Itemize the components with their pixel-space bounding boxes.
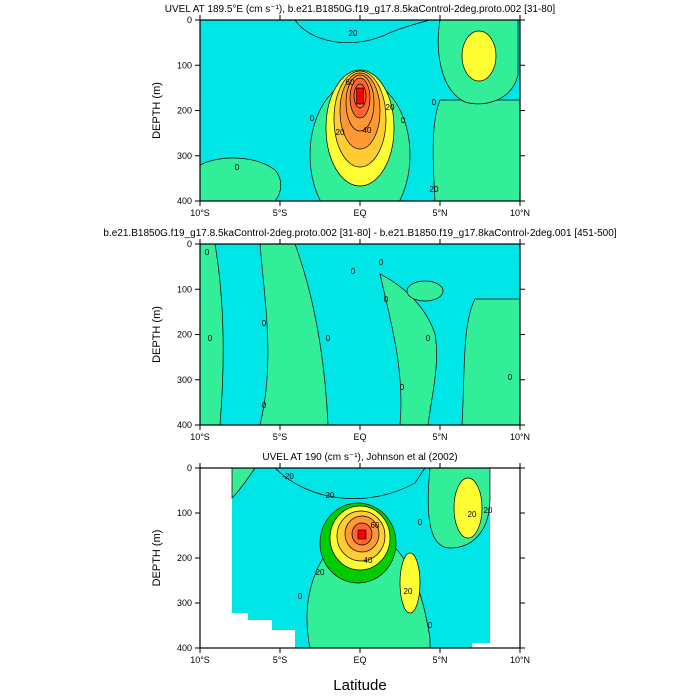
panel-title: b.e21.B1850G.f19_g17.8.5kaControl-2deg.p… xyxy=(103,228,616,239)
contour-label: 40 xyxy=(363,126,372,135)
contour-label: 0 xyxy=(418,518,423,527)
contour-label: 0 xyxy=(310,114,315,123)
y-tick-label: 400 xyxy=(177,196,192,206)
diff-blob xyxy=(406,280,444,302)
y-tick-label: 400 xyxy=(177,420,192,430)
contour-label: 0 xyxy=(384,295,389,304)
contour-label: 20 xyxy=(484,506,493,515)
y-tick-label: 300 xyxy=(177,598,192,608)
contour-label: 40 xyxy=(364,556,373,565)
contour-label: 0 xyxy=(326,334,331,343)
x-tick-label: 5°S xyxy=(273,655,288,665)
contour-label: 0 xyxy=(401,116,406,125)
contour-label: 20 xyxy=(468,510,477,519)
x-tick-label: EQ xyxy=(353,208,366,218)
panel-title: UVEL AT 189.5°E (cm s⁻¹), b.e21.B1850G.f… xyxy=(165,4,556,15)
contour-label: 20 xyxy=(326,491,335,500)
x-tick-label: 10°N xyxy=(510,208,530,218)
contour-field: 20 60 40 20 20 0 0 0 0 20 xyxy=(200,20,520,201)
panel-middle: 00000000000b.e21.B1850G.f19_g17.8.5kaCon… xyxy=(103,228,616,442)
y-tick-label: 100 xyxy=(177,284,192,294)
contour-label: 0 xyxy=(351,267,356,276)
obs-north-core xyxy=(453,477,483,539)
deep-lobe-south xyxy=(200,157,282,201)
y-tick-label: 100 xyxy=(177,508,192,518)
obs-euc-peak xyxy=(357,529,367,540)
y-tick-label: 200 xyxy=(177,553,192,563)
contour-label: 0 xyxy=(508,373,513,382)
x-tick-label: 10°S xyxy=(190,655,210,665)
x-tick-label: EQ xyxy=(353,432,366,442)
panel-title: UVEL AT 190 (cm s⁻¹), Johnson et al (200… xyxy=(262,452,457,463)
y-tick-label: 200 xyxy=(177,330,192,340)
contour-label: 0 xyxy=(379,258,384,267)
contour-label: 0 xyxy=(235,163,240,172)
x-tick-label: 10°N xyxy=(510,655,530,665)
contour-label: 0 xyxy=(208,334,213,343)
y-tick-label: 200 xyxy=(177,106,192,116)
x-tick-label: 5°N xyxy=(432,432,447,442)
contour-label: 20 xyxy=(349,29,358,38)
contour-label: 0 xyxy=(262,319,267,328)
y-axis-label: DEPTH (m) xyxy=(151,530,163,587)
contour-label: 0 xyxy=(426,334,431,343)
x-tick-label: 5°N xyxy=(432,655,447,665)
y-tick-label: 0 xyxy=(187,239,192,249)
y-tick-label: 300 xyxy=(177,375,192,385)
contour-label: 0 xyxy=(432,98,437,107)
x-tick-label: 5°N xyxy=(432,208,447,218)
y-tick-label: 400 xyxy=(177,643,192,653)
contour-label: 0 xyxy=(298,592,303,601)
diff-region-1 xyxy=(214,244,269,425)
deep-band-north xyxy=(432,99,520,201)
x-tick-label: 10°S xyxy=(190,432,210,442)
x-tick-label: 5°S xyxy=(273,432,288,442)
x-tick-label: 10°S xyxy=(190,208,210,218)
contour-label: 20 xyxy=(386,103,395,112)
x-tick-label: 5°S xyxy=(273,208,288,218)
y-tick-label: 0 xyxy=(187,463,192,473)
y-tick-label: 100 xyxy=(177,60,192,70)
diff-region-2 xyxy=(294,244,520,425)
contour-label: 0 xyxy=(262,401,267,410)
euc-peak xyxy=(356,87,364,105)
contour-field: -20 20 0 60 40 20 20 0 0 20 20 xyxy=(200,468,520,648)
contour-label: 60 xyxy=(346,78,355,87)
y-axis-label: DEPTH (m) xyxy=(151,306,163,363)
contour-label: 20 xyxy=(430,185,439,194)
contour-label: 20 xyxy=(404,587,413,596)
north-max-core xyxy=(461,30,497,82)
contour-label: 60 xyxy=(371,521,380,530)
contour-label: 0 xyxy=(205,248,210,257)
contour-label: 20 xyxy=(336,128,345,137)
obs-westward-core xyxy=(274,468,426,499)
x-tick-label: EQ xyxy=(353,655,366,665)
contour-label: 0 xyxy=(428,621,433,630)
x-tick-label: 10°N xyxy=(510,432,530,442)
contour-field: 0 0 0 0 0 0 0 0 0 0 0 xyxy=(200,244,520,425)
westward-core xyxy=(294,20,431,44)
x-axis-label: Latitude xyxy=(333,677,386,694)
contour-label: 0 xyxy=(400,383,405,392)
y-tick-label: 0 xyxy=(187,15,192,25)
y-axis-label: DEPTH (m) xyxy=(151,82,163,139)
y-tick-label: 300 xyxy=(177,151,192,161)
contour-label: 20 xyxy=(316,568,325,577)
contour-label: -20 xyxy=(282,472,294,481)
obs-second-max xyxy=(399,552,421,614)
